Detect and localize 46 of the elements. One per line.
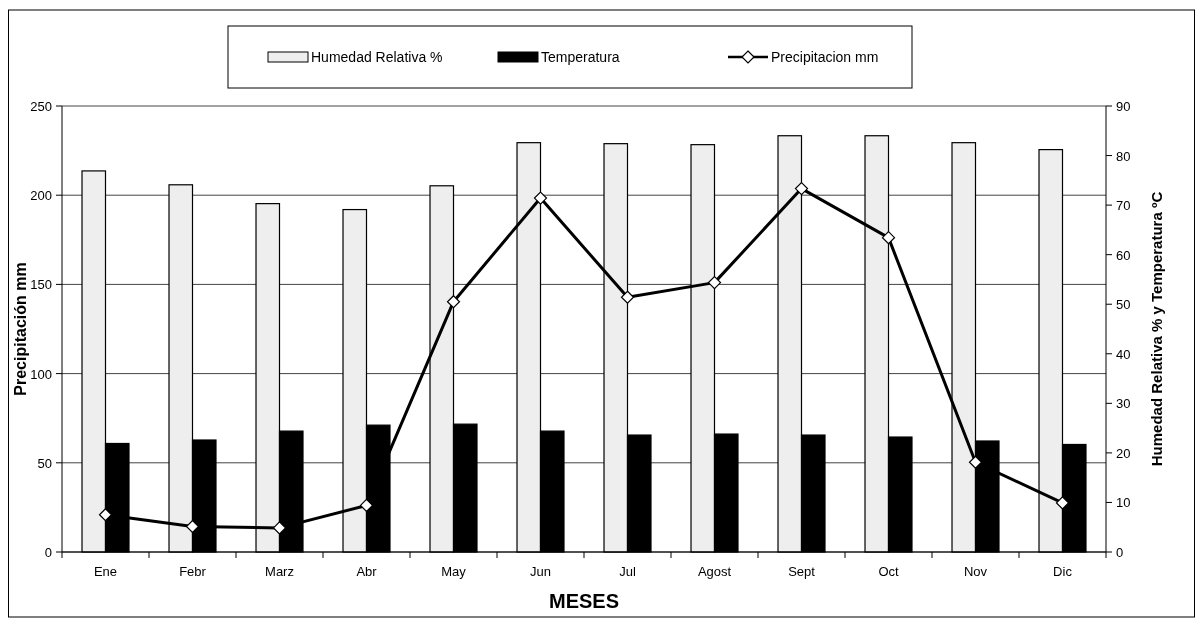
x-tick-label: Agost xyxy=(697,564,732,579)
y-tick-label: 0 xyxy=(44,545,52,560)
y2-tick-label: 30 xyxy=(1116,396,1131,412)
x-tick-label: Marz xyxy=(265,564,294,579)
x-tick-label: Jun xyxy=(530,564,551,579)
point xyxy=(707,276,722,290)
y-axis-title: Precipitación mm xyxy=(12,262,29,396)
point xyxy=(794,182,809,196)
legend-label: Humedad Relativa % xyxy=(311,49,443,65)
point xyxy=(968,455,983,469)
y2-tick-label: 60 xyxy=(1116,247,1131,263)
x-tick-label: Abr xyxy=(356,564,378,579)
y2-axis-title: Humedad Relativa % y Temperatura ºC xyxy=(1148,191,1165,467)
point xyxy=(359,498,374,513)
y-tick-label: 150 xyxy=(30,277,52,293)
x-tick-label: Dic xyxy=(1053,564,1073,579)
y-tick-label: 200 xyxy=(30,188,52,204)
y2-tick-label: 10 xyxy=(1116,495,1131,511)
x-tick-label: Ene xyxy=(93,564,118,579)
y-tick-label: 50 xyxy=(37,455,52,471)
point xyxy=(1055,496,1070,510)
x-axis-title: MESES xyxy=(548,590,620,612)
y-tick-label: 250 xyxy=(30,99,52,114)
x-tick-label: Nov xyxy=(963,564,988,579)
point xyxy=(185,519,200,534)
x-tick-label: Febr xyxy=(179,564,207,579)
y2-tick-label: 50 xyxy=(1116,297,1131,313)
legend-label: Temperatura xyxy=(541,49,620,65)
x-tick-label: Oct xyxy=(878,564,899,579)
y2-tick-label: 0 xyxy=(1116,545,1124,560)
point xyxy=(272,521,287,535)
y2-tick-label: 40 xyxy=(1116,346,1131,362)
y2-tick-label: 70 xyxy=(1116,198,1131,214)
point xyxy=(98,508,113,522)
point xyxy=(881,231,896,245)
x-tick-label: May xyxy=(441,564,467,579)
x-tick-label: Jul xyxy=(619,564,636,579)
point xyxy=(446,295,461,309)
y-tick-label: 100 xyxy=(30,366,52,382)
x-tick-label: Sept xyxy=(788,564,816,579)
y2-tick-label: 20 xyxy=(1116,445,1131,461)
y2-tick-label: 90 xyxy=(1116,99,1131,114)
point xyxy=(620,290,635,304)
y2-tick-label: 80 xyxy=(1116,148,1131,164)
point xyxy=(533,191,548,205)
legend-label: Precipitacion mm xyxy=(771,49,879,65)
